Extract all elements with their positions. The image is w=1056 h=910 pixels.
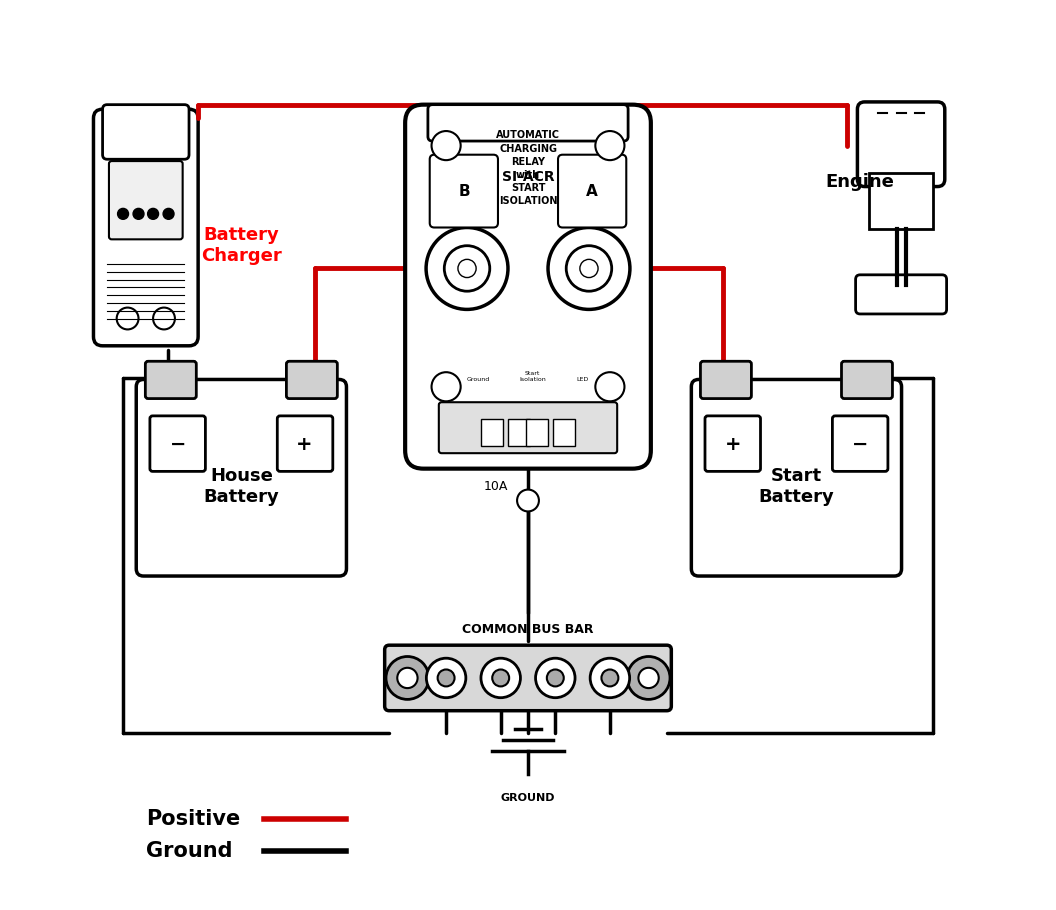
Circle shape xyxy=(596,131,624,160)
Circle shape xyxy=(492,670,509,686)
Circle shape xyxy=(547,670,564,686)
Text: A: A xyxy=(586,184,598,198)
Circle shape xyxy=(437,670,454,686)
Circle shape xyxy=(432,131,460,160)
FancyBboxPatch shape xyxy=(842,361,892,399)
FancyBboxPatch shape xyxy=(857,102,945,187)
Circle shape xyxy=(480,658,521,698)
Circle shape xyxy=(133,208,144,219)
Text: AUTOMATIC
CHARGING
RELAY
with
START
ISOLATION: AUTOMATIC CHARGING RELAY with START ISOL… xyxy=(496,130,560,207)
FancyBboxPatch shape xyxy=(406,105,650,469)
Text: SI-ACR: SI-ACR xyxy=(502,170,554,185)
Circle shape xyxy=(566,246,611,291)
Circle shape xyxy=(535,658,576,698)
FancyBboxPatch shape xyxy=(700,361,752,399)
FancyBboxPatch shape xyxy=(94,109,199,346)
FancyBboxPatch shape xyxy=(278,416,333,471)
Circle shape xyxy=(602,670,619,686)
FancyBboxPatch shape xyxy=(146,361,196,399)
Text: B: B xyxy=(458,184,470,198)
Circle shape xyxy=(627,656,670,700)
Text: Engine: Engine xyxy=(826,173,894,191)
Bar xyxy=(526,419,548,446)
Circle shape xyxy=(153,308,175,329)
Circle shape xyxy=(639,668,659,688)
Circle shape xyxy=(386,656,429,700)
Text: Positive: Positive xyxy=(146,809,240,829)
Text: 10A: 10A xyxy=(484,480,508,493)
Text: +: + xyxy=(297,435,313,453)
Circle shape xyxy=(427,658,466,698)
Bar xyxy=(480,419,503,446)
Text: Battery
Charger: Battery Charger xyxy=(201,227,282,265)
FancyBboxPatch shape xyxy=(428,105,628,141)
Circle shape xyxy=(580,259,598,278)
Circle shape xyxy=(458,259,476,278)
Text: Ground: Ground xyxy=(467,378,490,382)
Text: Start
Isolation: Start Isolation xyxy=(520,371,546,382)
Circle shape xyxy=(148,208,158,219)
FancyBboxPatch shape xyxy=(109,161,183,239)
FancyBboxPatch shape xyxy=(692,379,902,576)
Text: −: − xyxy=(170,435,186,453)
FancyBboxPatch shape xyxy=(855,275,946,314)
FancyBboxPatch shape xyxy=(384,645,672,711)
Circle shape xyxy=(432,372,460,401)
Text: −: − xyxy=(851,435,868,453)
Circle shape xyxy=(590,658,629,698)
FancyBboxPatch shape xyxy=(832,416,888,471)
FancyBboxPatch shape xyxy=(136,379,346,576)
Text: LED: LED xyxy=(577,378,589,382)
Bar xyxy=(553,419,576,446)
Circle shape xyxy=(596,372,624,401)
Circle shape xyxy=(445,246,490,291)
FancyBboxPatch shape xyxy=(102,105,189,159)
Text: Start
Battery: Start Battery xyxy=(758,468,834,506)
Text: House
Battery: House Battery xyxy=(204,468,279,506)
Circle shape xyxy=(426,228,508,309)
Circle shape xyxy=(548,228,630,309)
Circle shape xyxy=(117,208,129,219)
Text: COMMON BUS BAR: COMMON BUS BAR xyxy=(463,623,593,636)
FancyBboxPatch shape xyxy=(439,402,617,453)
FancyBboxPatch shape xyxy=(430,155,498,228)
Text: GROUND: GROUND xyxy=(501,794,555,803)
FancyBboxPatch shape xyxy=(705,416,760,471)
Text: +: + xyxy=(725,435,741,453)
Circle shape xyxy=(397,668,417,688)
Circle shape xyxy=(163,208,174,219)
Text: Ground: Ground xyxy=(146,841,232,861)
FancyBboxPatch shape xyxy=(150,416,206,471)
Circle shape xyxy=(517,490,539,511)
Bar xyxy=(508,419,530,446)
FancyBboxPatch shape xyxy=(286,361,337,399)
FancyBboxPatch shape xyxy=(558,155,626,228)
Bar xyxy=(869,173,932,229)
Circle shape xyxy=(116,308,138,329)
